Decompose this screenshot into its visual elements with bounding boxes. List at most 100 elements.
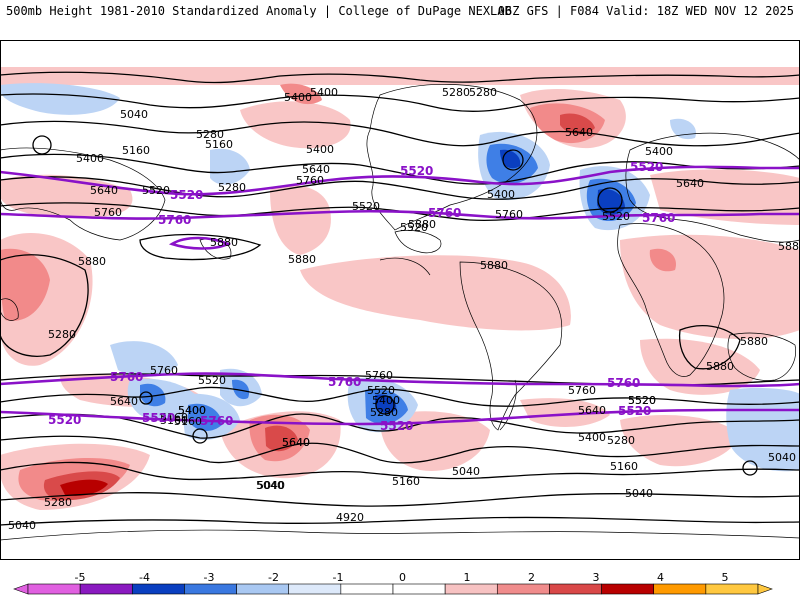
contour-label: 5400 [178,404,206,417]
colorbar-tick-label: 4 [657,571,664,584]
contour-label: 5520 [198,374,226,387]
key-contour-label: 5520 [380,419,413,433]
contour-label: 5040 [257,479,285,492]
key-contour-label: 5760 [607,376,640,390]
height-contours [0,71,800,526]
contour-label: 5280 [218,181,246,194]
contour-label: 5880 [740,335,768,348]
colorbar-tick-labels: -5 -4 -3 -2 -1 0 1 2 3 4 5 [75,571,729,584]
contour-label: 5160 [160,414,188,427]
contour-label: 5400 [76,152,104,165]
contour-label: 5640 [565,126,593,139]
colorbar-swatch [288,583,342,595]
contour-label: 5760 [94,206,122,219]
colorbar-swatch [444,583,498,595]
colorbar-swatch [392,583,446,595]
contour-label: 5280 [469,86,497,99]
colorbar-swatch [131,583,185,595]
colorbar-swatch [549,583,602,595]
contour-label: 5040 [120,108,148,121]
contour-label: 5520 [400,221,428,234]
colorbar-tick-label: -5 [75,571,86,584]
contour-label: 5520 [628,394,656,407]
contour-label: 5640 [90,184,118,197]
contour-label: 5400 [645,145,673,158]
contour-label: 5520 [142,184,170,197]
key-contour-label: 5520 [170,188,203,202]
colorbar-tick-label: -3 [204,571,215,584]
contour-label: 5880 [480,259,508,272]
contour-label: 5400 [372,394,400,407]
contour-label: 5760 [495,208,523,221]
colorbar-max-arrow [757,583,773,595]
contour-label: 5640 [282,436,310,449]
key-contour-label: 5760 [428,206,461,220]
colorbar-swatch [27,583,81,595]
extreme-positive-shading [60,479,108,496]
map-title: 500mb Height 1981-2010 Standardized Anom… [6,4,512,18]
colorbar-swatch [236,583,290,595]
contour-label: 5160 [160,411,188,424]
colorbar-swatch [653,583,707,595]
colorbar-tick-label: 1 [464,571,471,584]
contour-label: 5040 [625,487,653,500]
key-height-contours [0,165,800,426]
contour-label: 5640 [578,404,606,417]
colorbar-swatch [601,583,655,595]
contour-label: 5520 [602,210,630,223]
key-contour-label: 5760 [158,213,191,227]
key-contour-label: 5520 [400,164,433,178]
colorbar-swatch [705,583,759,595]
colorbar-swatches [13,583,773,595]
antarctica-outline [0,529,800,541]
model-run-info: 06Z GFS | F084 Valid: 18Z WED NOV 12 202… [497,4,794,18]
contour-label: 5400 [310,86,338,99]
contour-label: 5160 [205,138,233,151]
key-contour-labels: 5520 5760 5520 5520 5760 5760 5520 5760 … [48,160,675,433]
contour-label: 5160 [122,144,150,157]
contour-label: 5520 [352,200,380,213]
colorbar-tick-label: 2 [528,571,535,584]
contour-label: 5280 [44,496,72,509]
key-contour-label: 5760 [328,375,361,389]
contour-label: 5760 [568,384,596,397]
contour-label: 5040 [8,519,36,532]
key-contour-label: 5520 [618,404,651,418]
contour-label: 5040 [452,465,480,478]
contour-labels: 5400 5280 5040 5400 5280 5160 5160 5400 … [8,86,800,532]
contour-label: 5640 [110,395,138,408]
key-contour-label: 5520 [142,411,175,425]
contour-label: 5880 [78,255,106,268]
key-contour-label: 5520 [630,160,663,174]
anomaly-map: 5400 5280 5040 5400 5280 5160 5160 5400 … [0,40,800,560]
contour-label: 5280 [607,434,635,447]
contour-label: 5160 [174,415,202,428]
contour-label: 4920 [336,511,364,524]
colorbar-tick-label: 5 [722,571,729,584]
contour-label: 5400 [178,404,206,417]
contour-label: 5760 [150,364,178,377]
colorbar-swatch [340,583,394,595]
colorbar-swatch [184,583,237,595]
contour-label: 5280 [48,328,76,341]
colorbar-min-arrow [13,583,29,595]
contour-label: 5160 [392,475,420,488]
continent-outlines [0,83,800,431]
contour-label: 5880 [288,253,316,266]
contour-label: 5520 [628,394,656,407]
contour-label: 5640 [302,163,330,176]
colorbar-tick-label: 3 [593,571,600,584]
colorbar-tick-label: -1 [333,571,344,584]
contour-label: 5400 [284,91,312,104]
contour-label: 5760 [365,369,393,382]
colorbar-tick-label: 0 [399,571,406,584]
contour-label: 5760 [296,174,324,187]
contour-label: 5400 [578,431,606,444]
contour-label: 5160 [610,460,638,473]
contour-label: 5880 [778,240,800,253]
colorbar: -5 -4 -3 -2 -1 0 1 2 3 4 5 [0,570,800,600]
colorbar-swatch [79,583,133,595]
contour-label: 5280 [370,406,398,419]
key-contour-label: 5760 [200,414,233,428]
key-contour-label: 5520 [48,413,81,427]
